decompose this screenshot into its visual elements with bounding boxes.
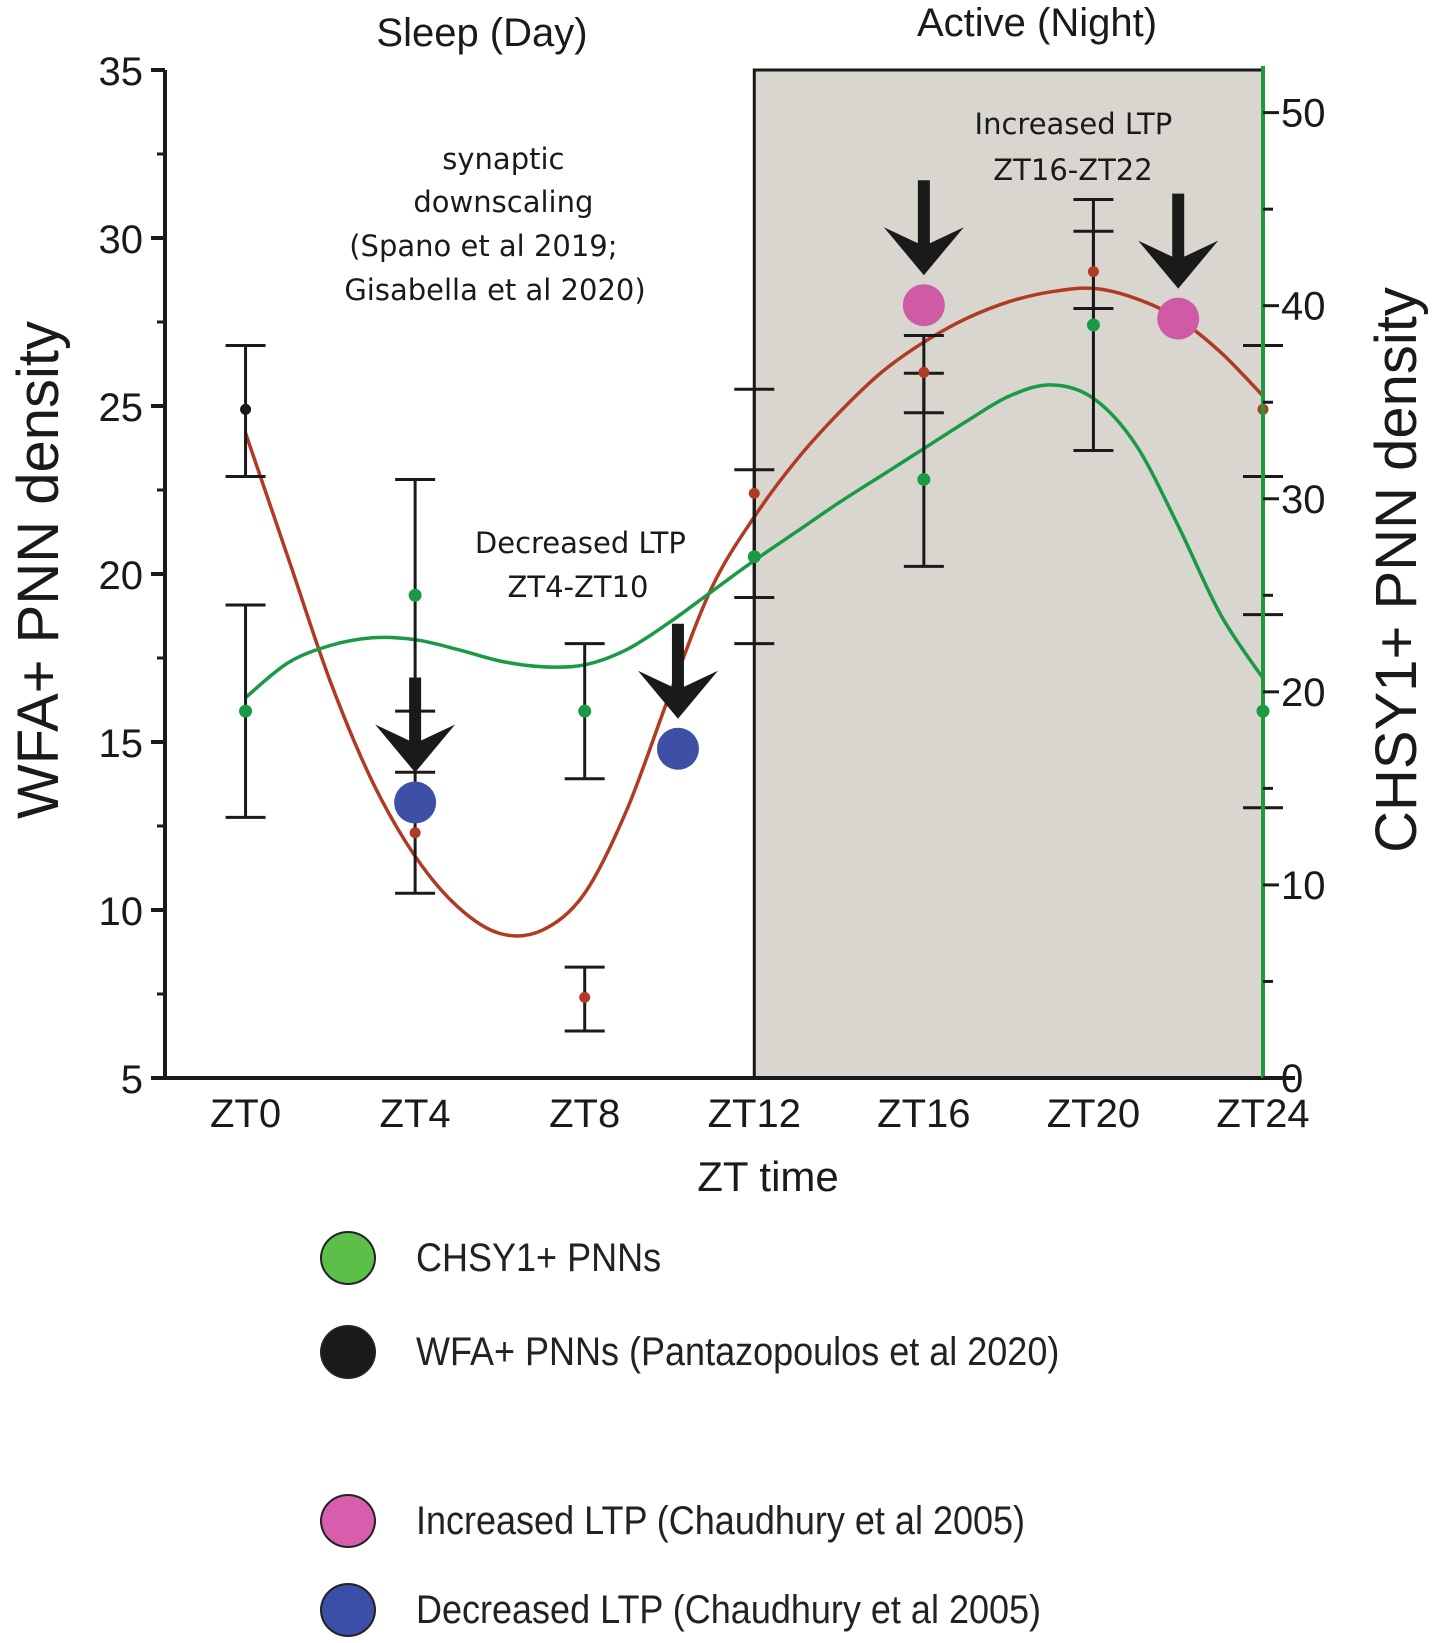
annotation-downscaling-line-4: Gisabella et al 2020)	[344, 273, 645, 307]
left-y-tick-label-6: 35	[99, 50, 144, 94]
legend-swatch-decreased-ltp	[320, 1583, 376, 1637]
annotation-downscaling-line-3: (Spano et al 2019;	[349, 229, 617, 263]
wfa-point-4	[918, 366, 930, 378]
ltp-marker-increased-2	[902, 284, 945, 327]
ltp-marker-decreased-1	[656, 727, 699, 770]
x-tick-label-zt24: ZT24	[1216, 1092, 1309, 1136]
ltp-marker-decreased-0	[394, 781, 437, 824]
chsy1-point-3	[747, 550, 761, 564]
legend-item-wfa: WFA+ PNNs (Pantazopoulos et al 2020)	[320, 1322, 1131, 1382]
y-axis-label-left: WFA+ PNN density	[6, 321, 71, 819]
y-axis-label-right: CHSY1+ PNN density	[1364, 287, 1429, 853]
x-tick-label-zt20: ZT20	[1047, 1092, 1140, 1136]
legend-item-increased-ltp: Increased LTP (Chaudhury et al 2005)	[320, 1491, 1093, 1551]
chsy1-point-2	[578, 704, 592, 718]
legend-label-increased-ltp: Increased LTP (Chaudhury et al 2005)	[416, 1498, 1026, 1543]
wfa-point-2	[579, 991, 591, 1003]
annotation-downscaling-line-1: synaptic	[442, 142, 564, 176]
left-y-tick-label-4: 25	[99, 386, 144, 430]
annotation-increased-ltp: Increased LTP ZT16-ZT22	[975, 107, 1182, 187]
chsy1-point-4	[917, 472, 931, 486]
right-y-tick-label-2: 20	[1281, 671, 1326, 715]
annotation-increased-ltp-line-1: Increased LTP	[975, 107, 1173, 141]
annotation-downscaling-line-2: downscaling	[413, 185, 593, 219]
x-tick-label-zt12: ZT12	[708, 1092, 801, 1136]
right-y-tick-label-5: 50	[1281, 92, 1326, 136]
data-points-group	[239, 266, 1270, 1003]
annotation-increased-ltp-line-2: ZT16-ZT22	[993, 153, 1152, 187]
left-y-tick-label-5: 30	[99, 218, 144, 262]
wfa-point-0	[240, 403, 252, 415]
left-y-tick-label-3: 20	[99, 554, 144, 598]
x-tick-label-zt4: ZT4	[380, 1092, 451, 1136]
legend-label-decreased-ltp: Decreased LTP (Chaudhury et al 2005)	[416, 1587, 1042, 1632]
right-y-tick-label-4: 40	[1281, 285, 1326, 329]
wfa-point-3	[748, 487, 760, 499]
annotation-decreased-ltp: Decreased LTP ZT4-ZT10	[475, 526, 695, 604]
period-label-day: Sleep (Day)	[376, 11, 587, 55]
wfa-point-1	[409, 827, 421, 839]
down-arrow-icon	[375, 677, 456, 773]
left-y-tick-label-1: 10	[99, 890, 144, 934]
x-axis-label: ZT time	[697, 1153, 839, 1200]
down-arrow-icon	[637, 623, 718, 719]
left-y-tick-label-2: 15	[99, 722, 144, 766]
right-y-tick-label-3: 30	[1281, 478, 1326, 522]
right-y-tick-label-0: 0	[1281, 1057, 1303, 1101]
chsy1-point-5	[1086, 318, 1100, 332]
x-tick-label-zt16: ZT16	[877, 1092, 970, 1136]
chsy1-point-1	[408, 588, 422, 602]
period-label-night: Active (Night)	[917, 1, 1157, 45]
ltp-arrows-group	[375, 180, 1219, 773]
left-y-tick-label-0: 5	[121, 1058, 143, 1102]
x-tick-label-zt0: ZT0	[210, 1092, 281, 1136]
legend-swatch-increased-ltp	[320, 1494, 376, 1548]
legend-label-wfa: WFA+ PNNs (Pantazopoulos et al 2020)	[416, 1329, 1060, 1374]
ltp-marker-increased-3	[1157, 297, 1200, 340]
wfa-fit-curve	[243, 286, 1265, 938]
wfa-fit-curve-group	[243, 286, 1265, 938]
legend-swatch-wfa	[320, 1325, 376, 1379]
axes-group: 5 10 15 20 25 30 35 0 10 20 30 40 50 ZT0 ZT4 ZT8 ZT12 ZT1…	[99, 50, 1326, 1136]
down-arrow-icon	[1138, 193, 1219, 289]
legend-item-decreased-ltp: Decreased LTP (Chaudhury et al 2005)	[320, 1580, 1110, 1640]
annotation-decreased-ltp-line-2: ZT4-ZT10	[508, 570, 649, 604]
x-tick-label-zt8: ZT8	[549, 1092, 620, 1136]
ltp-markers-group	[394, 284, 1200, 824]
legend-item-chsy1: CHSY1+ PNNs	[320, 1228, 688, 1288]
wfa-point-5	[1087, 266, 1099, 278]
legend-label-chsy1: CHSY1+ PNNs	[416, 1235, 662, 1280]
annotation-decreased-ltp-line-1: Decreased LTP	[475, 526, 686, 560]
annotation-downscaling: synaptic downscaling (Spano et al 2019; …	[344, 142, 645, 307]
chsy1-point-0	[239, 704, 253, 718]
right-y-tick-label-1: 10	[1281, 864, 1326, 908]
night-shaded-region	[752, 68, 1265, 1080]
legend-swatch-chsy1	[320, 1231, 376, 1285]
down-arrow-icon	[883, 180, 964, 276]
